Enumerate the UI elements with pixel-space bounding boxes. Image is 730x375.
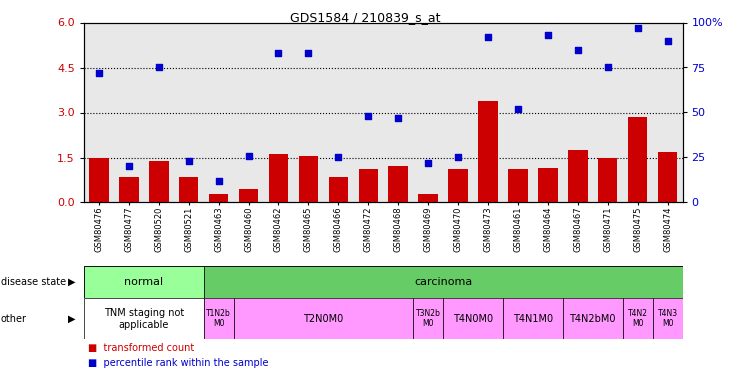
Point (242, 153, 255, 159)
Point (572, 46, 584, 53)
Text: T4N2bM0: T4N2bM0 (569, 314, 616, 324)
Text: TNM staging not
applicable: TNM staging not applicable (104, 308, 184, 330)
Text: T4N2
M0: T4N2 M0 (628, 309, 648, 328)
Point (422, 160, 434, 166)
Text: ▶: ▶ (68, 277, 75, 287)
Bar (503, 298, 563, 339)
Point (182, 158, 194, 164)
Text: T4N0M0: T4N0M0 (453, 314, 493, 324)
Bar (623, 298, 653, 339)
Point (631, 25, 644, 31)
Bar (478, 100, 498, 202)
Text: disease state: disease state (1, 277, 66, 287)
Bar (204, 266, 683, 298)
Bar (209, 194, 228, 202)
Text: ▶: ▶ (68, 314, 75, 324)
Bar (658, 152, 677, 202)
Point (363, 113, 374, 119)
Bar (413, 298, 443, 339)
Point (393, 115, 404, 121)
Text: other: other (1, 314, 27, 324)
Bar (508, 170, 528, 202)
Point (153, 64, 165, 70)
Point (542, 32, 554, 38)
Bar (653, 298, 683, 339)
Point (483, 34, 494, 40)
Text: T4N1M0: T4N1M0 (513, 314, 553, 324)
Bar (89, 158, 109, 203)
Point (123, 164, 134, 170)
Bar (358, 170, 378, 202)
Bar (84, 266, 204, 298)
Bar (538, 168, 558, 202)
Point (273, 50, 285, 56)
Point (333, 154, 345, 160)
Text: carcinoma: carcinoma (414, 277, 472, 287)
Bar (568, 150, 588, 202)
Text: T3N2b
M0: T3N2b M0 (415, 309, 441, 328)
Bar (269, 154, 288, 203)
Bar (628, 117, 648, 202)
Bar (418, 194, 438, 202)
Point (512, 106, 524, 112)
Point (303, 50, 315, 56)
Text: T1N2b
M0: T1N2b M0 (207, 309, 231, 328)
Text: GDS1584 / 210839_s_at: GDS1584 / 210839_s_at (290, 11, 440, 24)
Bar (179, 177, 199, 203)
Text: T2N0M0: T2N0M0 (303, 314, 344, 324)
Bar (149, 160, 169, 202)
Bar (443, 298, 503, 339)
Bar (448, 170, 468, 202)
Bar (234, 298, 413, 339)
Bar (598, 158, 618, 203)
Text: T4N3
M0: T4N3 M0 (658, 309, 677, 328)
Bar (299, 156, 318, 203)
Text: ■  transformed count: ■ transformed count (88, 343, 194, 353)
Bar (204, 298, 234, 339)
Bar (239, 189, 258, 202)
Point (93, 70, 105, 76)
Point (662, 38, 674, 44)
Text: normal: normal (124, 277, 164, 287)
Bar (84, 298, 204, 339)
Text: ■  percentile rank within the sample: ■ percentile rank within the sample (88, 358, 268, 368)
Bar (563, 298, 623, 339)
Bar (119, 177, 139, 203)
Bar (388, 166, 408, 202)
Point (602, 64, 613, 70)
Point (453, 154, 464, 160)
Bar (328, 177, 348, 203)
Point (213, 178, 225, 184)
